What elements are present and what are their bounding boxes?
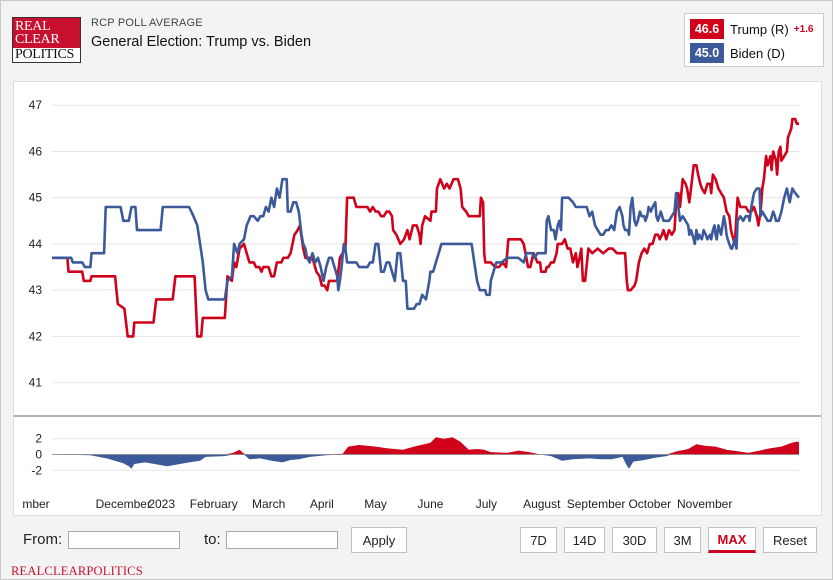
legend-trump-change: +1.6 (793, 23, 814, 35)
y-tick-label: 45 (29, 191, 43, 205)
legend-trump-value: 46.6 (690, 19, 724, 39)
spread-negative-area (52, 454, 799, 469)
spread-y-tick-label: 0 (35, 448, 42, 462)
x-tick-label: February (190, 497, 238, 511)
x-tick-label: March (252, 497, 285, 511)
x-tick-label: May (364, 497, 387, 511)
x-tick-label: April (310, 497, 334, 511)
y-tick-label: 43 (29, 283, 43, 297)
to-date-input[interactable] (226, 531, 338, 549)
legend-item-trump[interactable]: 46.6 Trump (R) +1.6 (690, 19, 814, 39)
from-date-input[interactable] (68, 531, 180, 549)
x-tick-label: August (523, 497, 561, 511)
from-label: From: (23, 531, 63, 548)
range-3m-button[interactable]: 3M (664, 527, 701, 553)
y-tick-label: 42 (29, 329, 43, 343)
range-max-button[interactable]: MAX (708, 527, 756, 553)
spread-positive-area (52, 437, 799, 455)
spread-y-tick-label: -2 (31, 463, 42, 477)
x-tick-label: mber (22, 497, 49, 511)
legend-trump-label: Trump (R) (730, 21, 789, 37)
y-tick-label: 47 (29, 98, 43, 112)
x-tick-label: July (476, 497, 497, 511)
x-tick-label: June (417, 497, 443, 511)
logo-line-1: REAL (15, 19, 51, 34)
legend-biden-label: Biden (D) (730, 45, 785, 61)
logo-red-block (13, 18, 80, 48)
x-tick-label: October (628, 497, 671, 511)
trump-series-line (52, 117, 799, 338)
legend: 46.6 Trump (R) +1.6 45.0 Biden (D) (684, 13, 824, 67)
y-tick-label: 41 (29, 376, 43, 390)
range-30d-button[interactable]: 30D (612, 527, 657, 553)
legend-biden-value: 45.0 (690, 43, 724, 63)
logo-line-3: POLITICS (15, 47, 75, 62)
y-tick-label: 44 (29, 237, 43, 251)
range-7d-button[interactable]: 7D (520, 527, 557, 553)
logo-line-2: CLEAR (15, 32, 60, 47)
rcp-logo: REAL CLEAR POLITICS (12, 17, 81, 63)
y-tick-label: 46 (29, 144, 43, 158)
plot-panel: 41 42 43 44 45 46 47 2 0 -2 mber December 2023 Februa… (13, 81, 822, 516)
apply-button[interactable]: Apply (351, 527, 407, 553)
reset-button[interactable]: Reset (763, 527, 817, 553)
to-label: to: (204, 531, 221, 548)
chart-kicker: RCP POLL AVERAGE (91, 17, 203, 29)
chart-title: General Election: Trump vs. Biden (91, 34, 312, 50)
spread-y-tick-label: 2 (35, 432, 42, 446)
x-tick-label: November (677, 497, 732, 511)
biden-series-line (52, 177, 801, 310)
footer-brand: REALCLEARPOLITICS (11, 564, 143, 578)
x-tick-label: 2023 (148, 497, 175, 511)
x-tick-label: December (96, 497, 151, 511)
x-tick-label: September (567, 497, 626, 511)
range-14d-button[interactable]: 14D (564, 527, 605, 553)
legend-item-biden[interactable]: 45.0 Biden (D) (690, 43, 785, 63)
